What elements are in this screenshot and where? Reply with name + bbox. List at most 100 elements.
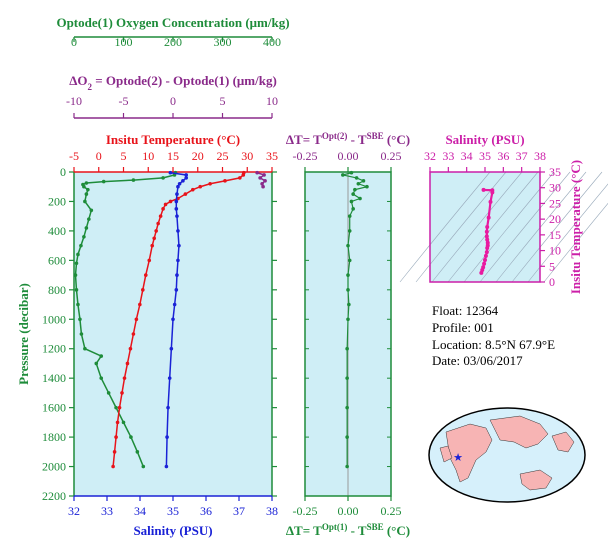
temperature-tick-label: 15	[167, 149, 179, 163]
salinity-point	[184, 173, 188, 177]
salinity-point	[174, 199, 179, 204]
oxygen-point	[79, 332, 84, 336]
ts-point	[483, 253, 488, 258]
oxygen-point	[89, 208, 94, 213]
temperature-point	[154, 229, 158, 233]
profile-panel-bg	[74, 172, 272, 496]
salinity-point	[168, 170, 173, 175]
delta_o2-point	[261, 184, 265, 189]
pressure-axis-title: Pressure (decibar)	[16, 283, 31, 385]
ts-y-tick-label: 35	[549, 165, 561, 179]
salinity-tick-label: 36	[200, 504, 212, 518]
delta-t-point	[351, 192, 355, 196]
ts-y-tick-label: 10	[549, 244, 561, 258]
oxygen-tick-label: 300	[214, 35, 232, 49]
delta-t-point	[349, 170, 354, 175]
delta-t-bottom-tick-label: -0.25	[293, 504, 318, 518]
ts-point	[486, 215, 491, 220]
temperature-point	[168, 199, 173, 204]
pressure-tick-label: 400	[48, 224, 66, 238]
pressure-tick-label: 200	[48, 194, 66, 208]
salinity-point	[177, 181, 182, 186]
oxygen-point	[141, 464, 146, 469]
oxygen-tick-label: 100	[115, 35, 133, 49]
salinity-point	[184, 176, 188, 180]
oxygen-point	[101, 179, 106, 184]
delta-t-point	[346, 317, 350, 322]
temperature-point	[198, 184, 203, 189]
temperature-point	[115, 420, 120, 425]
ts-point	[483, 258, 487, 262]
temperature-tick-label: 10	[142, 149, 154, 163]
oxygen-tick-label: 200	[164, 35, 182, 49]
ts-x-tick-label: 33	[442, 149, 454, 163]
delta-t-point	[347, 214, 352, 218]
oxygen-point	[161, 176, 165, 180]
pressure-tick-label: 0	[60, 165, 66, 179]
ts-point	[485, 240, 490, 245]
map-land	[519, 469, 553, 491]
ts-point	[481, 265, 486, 270]
ts-y-tick-label: 15	[549, 228, 561, 242]
delta-t-point	[341, 173, 345, 177]
oxygen-point	[73, 273, 78, 277]
oxygen-point	[84, 181, 89, 185]
salinity-point	[175, 214, 179, 218]
salinity-point	[175, 192, 179, 196]
pressure-tick-label: 1000	[42, 312, 66, 326]
ts-point	[484, 234, 489, 239]
salinity-tick-label: 34	[134, 504, 146, 518]
ts-point	[488, 199, 493, 204]
delta_o2-point	[260, 181, 264, 186]
pressure-tick-label: 1200	[42, 342, 66, 356]
ts-density-contour	[479, 171, 571, 283]
salinity-point	[176, 184, 180, 189]
oxygen-point	[82, 235, 86, 239]
delta-t-point	[347, 229, 352, 233]
delta-t-point	[358, 196, 362, 201]
oxygen-point	[99, 376, 104, 380]
oxygen-point	[84, 226, 89, 230]
oxygen-point	[82, 184, 86, 189]
ts-y-tick-label: 20	[549, 212, 561, 226]
delta-t-point	[347, 302, 351, 307]
salinity-point	[174, 207, 179, 211]
ts-y-tick-label: 0	[549, 275, 555, 289]
ts-density-contour	[527, 183, 608, 283]
location-map: ★	[428, 407, 586, 503]
ts-density-contour	[511, 171, 603, 283]
temperature-point	[150, 243, 155, 248]
delta-t-top-title: ΔT= TOpt(2) - TSBE (°C)	[286, 131, 410, 147]
temperature-tick-label: -5	[69, 149, 79, 163]
delta-t-bottom-title: ΔT= TOpt(1) - TSBE (°C)	[286, 522, 410, 538]
salinity-tick-label: 35	[167, 504, 179, 518]
salinity-point	[175, 273, 179, 277]
float-location-marker: ★	[453, 451, 463, 464]
temperature-point	[191, 187, 195, 192]
delta_o2-point	[262, 173, 266, 177]
oxygen-point	[76, 252, 80, 257]
temperature-point	[120, 391, 124, 395]
temperature-point	[114, 435, 118, 439]
delta_o2-point	[263, 179, 267, 183]
delta-t-point	[345, 376, 349, 380]
temperature-point	[141, 288, 145, 292]
delta-t-point	[346, 288, 350, 292]
temperature-point	[143, 273, 148, 277]
oxygen-point	[121, 420, 126, 425]
temperature-tick-label: 25	[217, 149, 229, 163]
delta-t-point	[345, 464, 349, 469]
oxygen-point	[135, 450, 140, 454]
temperature-point	[147, 258, 152, 263]
pressure-tick-label: 600	[48, 253, 66, 267]
delta-o2-axis-title: ΔO2 = Optode(2) - Optode(1) (μm/kg)	[69, 73, 277, 92]
delta-t-point	[349, 199, 354, 204]
temperature-point	[183, 192, 188, 196]
temperature-point	[238, 176, 242, 180]
oxygen-point	[76, 302, 80, 307]
delta-t-point	[351, 207, 355, 211]
temperature-point	[241, 173, 246, 177]
temperature-tick-label: 30	[241, 149, 253, 163]
pressure-tick-label: 1400	[42, 371, 66, 385]
